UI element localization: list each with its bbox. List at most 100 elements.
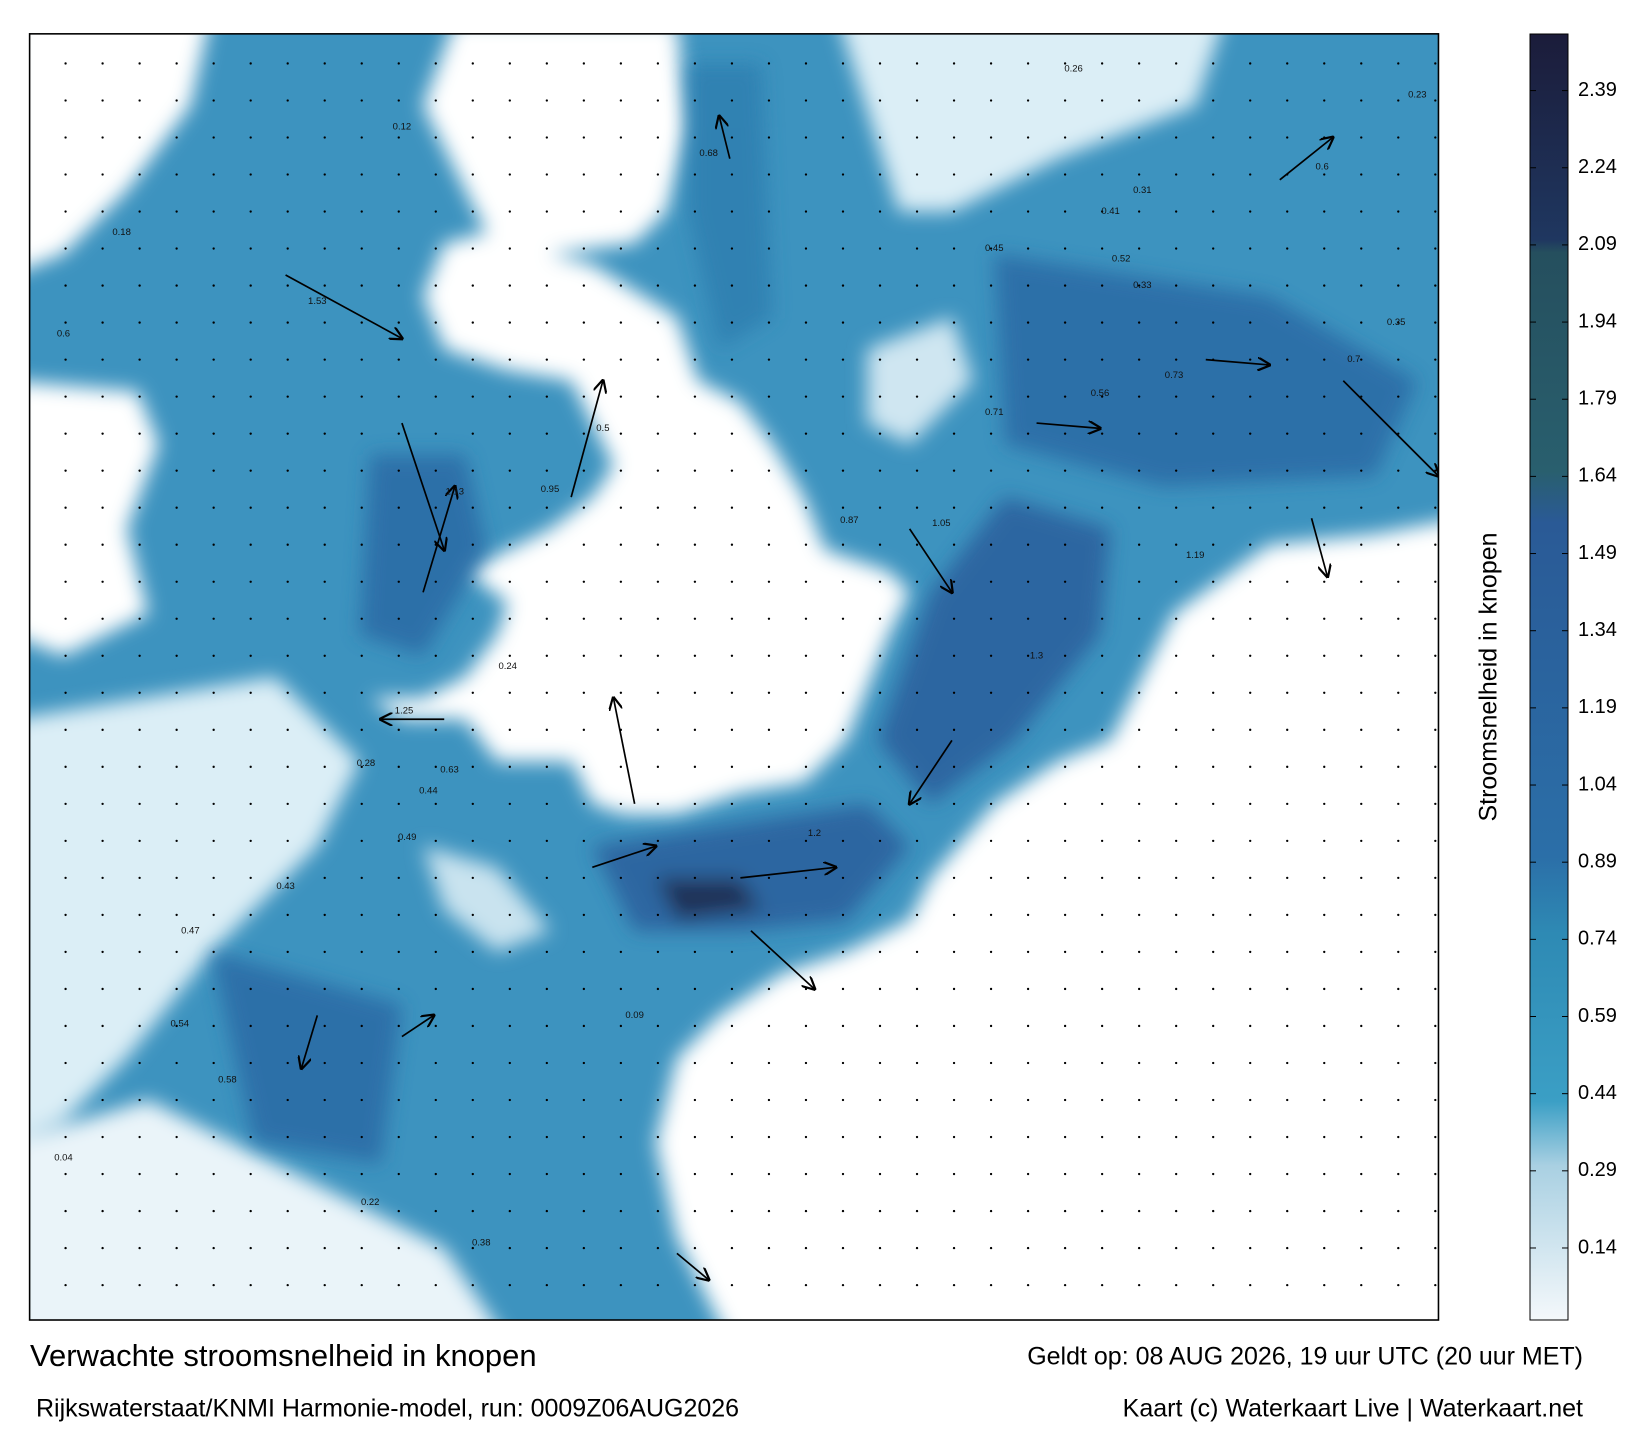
grid-dot: [989, 321, 993, 324]
grid-dot: [138, 321, 141, 324]
grid-dot: [1286, 691, 1289, 694]
grid-dot: [101, 543, 104, 546]
grid-dot: [1100, 1283, 1104, 1287]
grid-dot: [286, 617, 289, 620]
grid-dot: [1063, 1061, 1067, 1065]
grid-dot: [730, 469, 734, 472]
grid-dot: [1323, 987, 1326, 991]
grid-dot: [804, 728, 808, 731]
grid-dot: [915, 617, 919, 620]
grid-dot: [212, 1209, 215, 1213]
grid-dot: [804, 136, 808, 139]
grid-dot: [360, 1209, 363, 1213]
speed-label: 0.63: [440, 765, 459, 776]
grid-dot: [1360, 1135, 1363, 1139]
grid-dot: [1100, 950, 1104, 954]
grid-dot: [804, 1283, 808, 1287]
grid-dot: [175, 395, 178, 398]
grid-dot: [175, 1172, 178, 1176]
grid-dot: [249, 987, 252, 991]
grid-dot: [1212, 728, 1215, 731]
grid-dot: [952, 728, 956, 731]
grid-dot: [619, 358, 623, 361]
grid-dot: [1397, 580, 1400, 583]
grid-dot: [1212, 691, 1215, 694]
grid-dot: [915, 765, 919, 768]
grid-dot: [767, 987, 771, 991]
grid-dot: [952, 284, 956, 287]
grid-dot: [1026, 876, 1030, 880]
grid-dot: [138, 506, 141, 509]
grid-dot: [101, 99, 104, 102]
grid-dot: [212, 1283, 215, 1287]
grid-dot: [693, 247, 697, 250]
grid-dot: [434, 1135, 437, 1139]
grid-dot: [1100, 543, 1104, 546]
grid-dot: [64, 210, 67, 213]
grid-dot: [1397, 358, 1400, 361]
grid-dot: [619, 913, 623, 917]
grid-dot: [730, 173, 734, 176]
grid-dot: [360, 1135, 363, 1139]
grid-dot: [1100, 62, 1104, 65]
grid-dot: [1100, 469, 1104, 472]
grid-dot: [175, 839, 178, 843]
grid-dot: [804, 1098, 808, 1102]
grid-dot: [582, 1024, 586, 1028]
grid-dot: [1137, 432, 1141, 435]
arrow: [676, 1252, 709, 1279]
grid-dot: [101, 1246, 104, 1250]
grid-dot: [175, 987, 178, 991]
grid-dot: [545, 617, 548, 620]
speed-label: 1.3: [1030, 650, 1043, 661]
grid-dot: [249, 1098, 252, 1102]
grid-dot: [693, 1209, 697, 1213]
colorbar: [1529, 33, 1569, 1321]
grid-dot: [471, 62, 474, 65]
grid-dot: [730, 358, 734, 361]
grid-dot: [1026, 543, 1030, 546]
grid-dot: [804, 395, 808, 398]
grid-dot: [1249, 284, 1252, 287]
grid-dot: [1360, 1098, 1363, 1102]
grid-dot: [619, 1283, 623, 1287]
grid-dot: [915, 580, 919, 583]
grid-dot: [1397, 1172, 1400, 1176]
grid-dot: [1286, 99, 1289, 102]
grid-dot: [545, 913, 548, 917]
grid-dot: [582, 1246, 586, 1250]
grid-dot: [1286, 617, 1289, 620]
grid-dot: [64, 506, 67, 509]
grid-dot: [989, 1024, 993, 1028]
grid-dot: [360, 506, 363, 509]
grid-dot: [323, 358, 326, 361]
grid-dot: [101, 580, 104, 583]
grid-dot: [1397, 1283, 1400, 1287]
grid-dot: [1397, 1024, 1400, 1028]
grid-dot: [1397, 1246, 1400, 1250]
grid-dot: [101, 432, 104, 435]
grid-dot: [1249, 839, 1252, 843]
grid-dot: [693, 62, 697, 65]
grid-dot: [434, 247, 437, 250]
grid-dot: [101, 1283, 104, 1287]
grid-dot: [730, 1283, 734, 1287]
grid-dot: [360, 580, 363, 583]
grid-dot: [1063, 432, 1067, 435]
grid-dot: [249, 1209, 252, 1213]
speed-label: 0.23: [1408, 90, 1426, 101]
grid-dot: [1360, 136, 1363, 139]
grid-dot: [397, 654, 400, 657]
grid-dot: [471, 136, 474, 139]
grid-dot: [508, 62, 511, 65]
grid-dot: [175, 62, 178, 65]
grid-dot: [693, 358, 697, 361]
grid-dot: [545, 469, 548, 472]
grid-dot: [1360, 247, 1363, 250]
grid-dot: [767, 506, 771, 509]
grid-dot: [397, 728, 400, 731]
grid-dot: [915, 1209, 919, 1213]
grid-dot: [1434, 506, 1437, 509]
grid-dot: [1026, 1098, 1030, 1102]
grid-dot: [175, 1098, 178, 1102]
